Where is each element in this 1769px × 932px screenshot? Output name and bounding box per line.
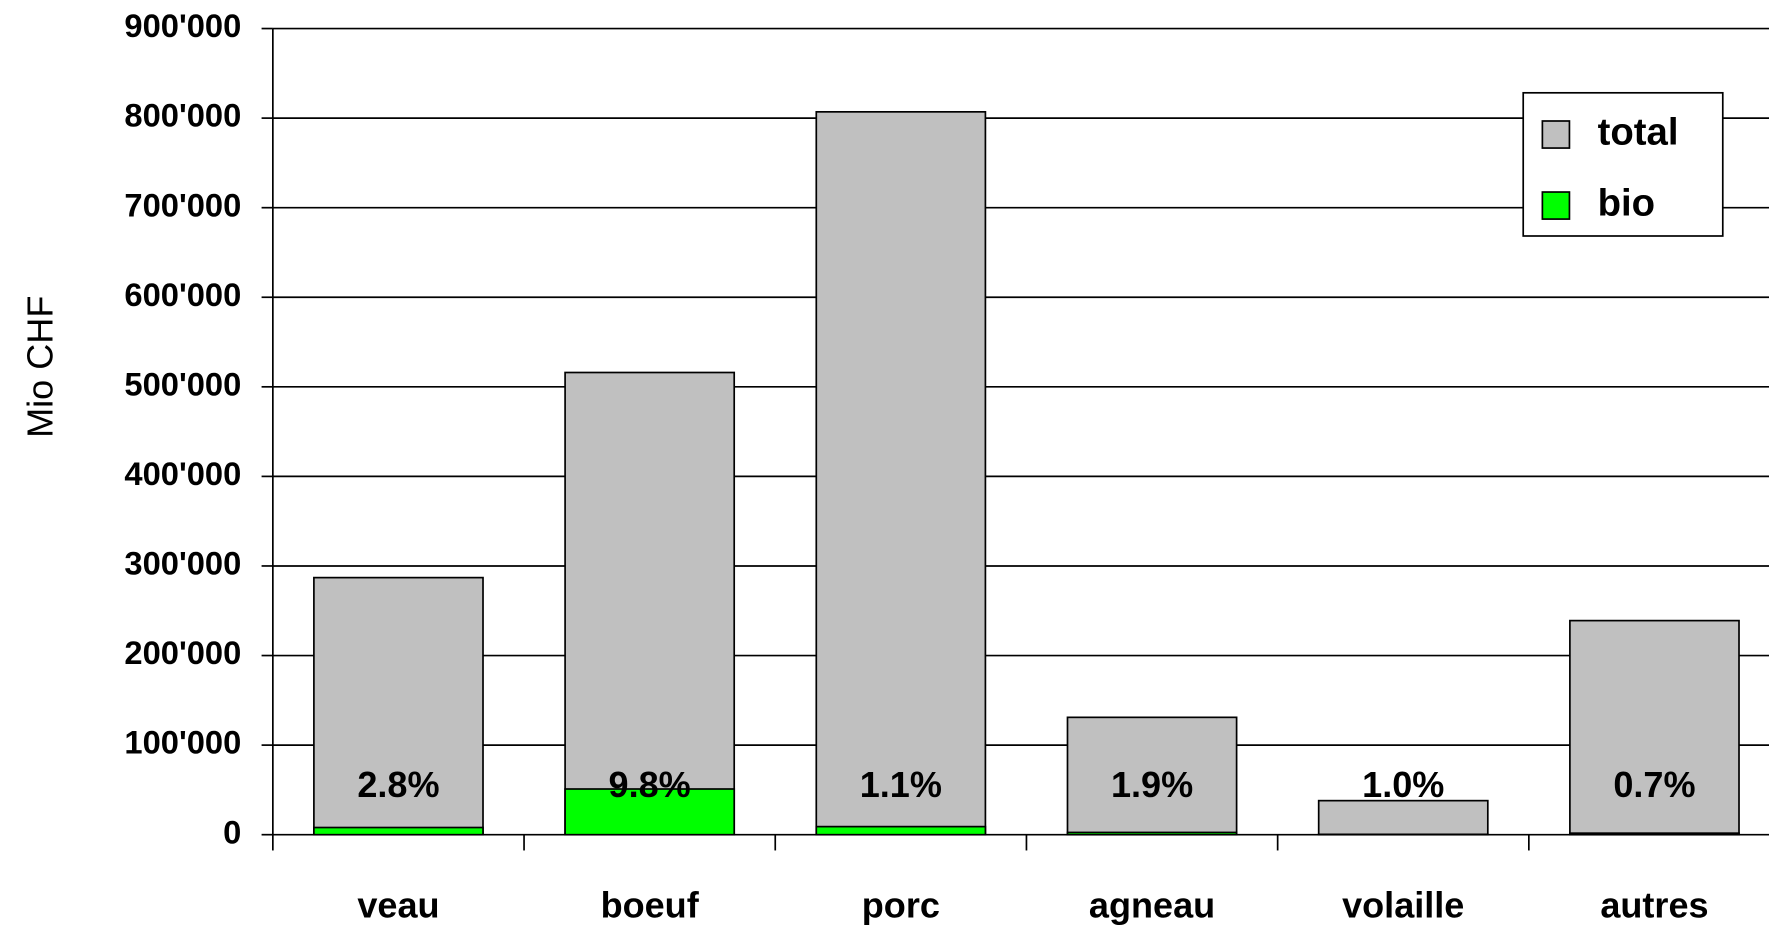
legend-label: bio: [1598, 182, 1655, 225]
annotation: 0.7%: [1613, 764, 1695, 805]
x-tick-label: agneau: [1089, 884, 1215, 925]
bar: [1569, 619, 1740, 836]
y-tick-label: 200'000: [124, 634, 241, 671]
bar: [1066, 716, 1238, 836]
bar: [815, 825, 987, 836]
y-tick-label: 500'000: [124, 365, 241, 402]
bar: [313, 576, 484, 836]
bar: [1317, 799, 1489, 836]
x-tick-label: boeuf: [601, 884, 700, 925]
annotation: 1.1%: [860, 764, 942, 805]
bar: [564, 788, 736, 836]
bar: [564, 371, 736, 836]
y-tick-label: 400'000: [124, 455, 241, 492]
x-tick-label: porc: [862, 884, 940, 925]
annotation: 9.8%: [609, 764, 691, 805]
bar: [815, 110, 987, 836]
annotation: 1.0%: [1362, 764, 1444, 805]
annotation: 1.9%: [1111, 764, 1193, 805]
x-tick-label: autres: [1600, 884, 1708, 925]
legend-label: total: [1598, 111, 1679, 154]
y-tick-label: 100'000: [124, 724, 241, 761]
legend-swatch: [1541, 120, 1571, 149]
legend-swatch: [1541, 191, 1571, 220]
x-tick-label: veau: [357, 884, 439, 925]
bar: [1066, 831, 1238, 836]
y-tick-label: 800'000: [124, 97, 241, 134]
y-tick-label: 700'000: [124, 186, 241, 223]
y-tick-label: 900'000: [124, 7, 241, 44]
x-tick-label: volaille: [1342, 884, 1464, 925]
bar: [313, 826, 484, 836]
y-tick-label: 0: [223, 813, 241, 850]
y-tick-label: 600'000: [124, 276, 241, 313]
y-axis-label: Mio CHF: [19, 296, 60, 438]
bar: [1569, 832, 1740, 836]
annotation: 2.8%: [357, 764, 439, 805]
y-tick-label: 300'000: [124, 545, 241, 582]
